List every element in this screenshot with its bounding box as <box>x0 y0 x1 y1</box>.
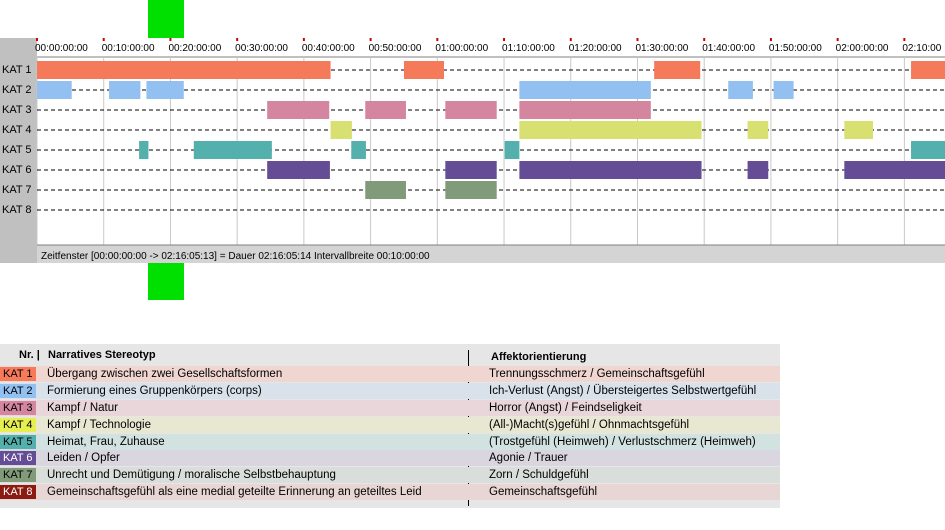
timeline-segment <box>139 141 149 159</box>
legend-swatch: KAT 2 <box>0 384 36 398</box>
timeline-segment <box>109 81 141 99</box>
timeline-segment <box>445 101 497 119</box>
legend-stereotyp: Übergang zwischen zwei Gesellschaftsform… <box>47 368 283 380</box>
row-label: KAT 8 <box>2 204 32 216</box>
legend-header-affekt: Affektorientierung <box>491 351 587 363</box>
legend-stereotyp: Unrecht und Demütigung / moralische Selb… <box>47 469 336 481</box>
timeline-segment <box>267 161 330 179</box>
legend-header-stereotyp: Narratives Stereotyp <box>48 349 156 361</box>
status-text: Zeitfenster [00:00:00:00 -> 02:16:05:13]… <box>41 251 430 262</box>
legend-table: Nr. | Narratives Stereotyp Affektorienti… <box>0 344 780 508</box>
legend-row: KAT 2 Formierung eines Gruppenkörpers (c… <box>0 383 780 399</box>
timeline-segment <box>445 161 497 179</box>
tick-label: 00:40:00:00 <box>302 43 355 54</box>
timeline-segment <box>747 161 769 179</box>
legend-swatch: KAT 5 <box>0 435 36 449</box>
row-label: KAT 7 <box>2 184 32 196</box>
legend-stereotyp: Gemeinschaftsgefühl als eine medial gete… <box>47 486 422 498</box>
timeline-segment <box>747 121 769 139</box>
timeline-segment <box>519 81 651 99</box>
legend-header-nr: Nr. | <box>19 349 40 361</box>
tick-label: 01:10:00:00 <box>502 43 555 54</box>
row-label: KAT 6 <box>2 164 32 176</box>
timeline-segment <box>844 121 874 139</box>
legend-stereotyp: Kampf / Natur <box>47 402 118 414</box>
legend-swatch: KAT 8 <box>0 485 36 499</box>
timeline-segment <box>37 81 72 99</box>
legend-affekt: Horror (Angst) / Feindseligkeit <box>489 402 642 414</box>
tick-label: 02:10:00 <box>902 43 941 54</box>
timeline-segment <box>445 181 497 199</box>
timeline-segment <box>844 161 945 179</box>
timeline-segment <box>504 141 520 159</box>
legend-row: KAT 7 Unrecht und Demütigung / moralisch… <box>0 467 780 483</box>
timeline-segment <box>365 101 406 119</box>
tick-label: 01:20:00:00 <box>569 43 622 54</box>
row-label: KAT 4 <box>2 124 32 136</box>
legend-stereotyp: Kampf / Technologie <box>47 419 151 431</box>
tick-label: 01:00:00:00 <box>435 43 488 54</box>
legend-row: KAT 3 Kampf / Natur Horror (Angst) / Fei… <box>0 400 780 416</box>
timeline-chart: 00:00:00:00 00:10:00:00 00:20:00:00 00:30:0… <box>2 38 945 263</box>
timeline-segment <box>146 81 184 99</box>
legend-stereotyp: Leiden / Opfer <box>47 452 120 464</box>
timeline-segment <box>911 141 945 159</box>
row-label: KAT 3 <box>2 104 32 116</box>
tick-label: 01:40:00:00 <box>702 43 755 54</box>
legend-row: KAT 5 Heimat, Frau, Zuhause (Trostgefühl… <box>0 434 780 450</box>
tick-label: 01:30:00:00 <box>635 43 688 54</box>
legend-affekt: (Trostgefühl (Heimweh) / Verlustschmerz … <box>489 436 756 448</box>
legend-affekt: Gemeinschaftsgefühl <box>489 486 598 498</box>
timeline-segment <box>519 121 702 139</box>
legend-affekt: (All-)Macht(s)gefühl / Ohnmachtsgefühl <box>489 419 690 431</box>
legend-swatch: KAT 7 <box>0 468 36 482</box>
timeline-segment <box>193 141 272 159</box>
tick-label: 00:10:00:00 <box>102 43 155 54</box>
tick-label: 00:00:00:00 <box>35 43 88 54</box>
status-bar <box>37 245 945 263</box>
timeline-segment <box>351 141 366 159</box>
row-label: KAT 5 <box>2 144 32 156</box>
legend-row: KAT 4 Kampf / Technologie (All-)Macht(s)… <box>0 417 780 433</box>
tick-label: 00:30:00:00 <box>235 43 288 54</box>
timeline-segment <box>519 101 651 119</box>
tick-label: 00:20:00:00 <box>168 43 221 54</box>
timeline-segment <box>773 81 794 99</box>
tick-label: 02:00:00:00 <box>836 43 889 54</box>
timeline-segment <box>403 61 444 79</box>
legend-affekt: Trennungsschmerz / Gemeinschaftsgefühl <box>489 368 705 380</box>
green-marker-top[interactable] <box>148 0 184 38</box>
legend-row: KAT 1 Übergang zwischen zwei Gesellschaf… <box>0 366 780 382</box>
timeline-segment <box>267 101 330 119</box>
row-label: KAT 1 <box>2 64 32 76</box>
legend-affekt: Agonie / Trauer <box>489 452 568 464</box>
timeline-segment <box>365 181 406 199</box>
timeline-segment <box>37 61 331 79</box>
legend-swatch: KAT 1 <box>0 367 36 381</box>
plot-area <box>37 57 945 245</box>
row-label: KAT 2 <box>2 84 32 96</box>
legend-row: KAT 8 Gemeinschaftsgefühl als eine media… <box>0 484 780 500</box>
green-marker-bottom[interactable] <box>148 263 184 300</box>
timeline-segment <box>330 121 352 139</box>
tick-label: 00:50:00:00 <box>369 43 422 54</box>
legend-affekt: Ich-Verlust (Angst) / Übersteigertes Sel… <box>489 385 757 397</box>
timeline-segment <box>728 81 753 99</box>
timeline-panel: 00:00:00:00 00:10:00:00 00:20:00:00 00:30:0… <box>0 38 945 263</box>
tick-label: 01:50:00:00 <box>769 43 822 54</box>
legend-swatch: KAT 4 <box>0 418 36 432</box>
time-ruler <box>37 38 945 57</box>
legend-swatch: KAT 3 <box>0 401 36 415</box>
legend-stereotyp: Formierung eines Gruppenkörpers (corps) <box>47 385 262 397</box>
timeline-segment <box>519 161 702 179</box>
timeline-segment <box>911 61 945 79</box>
legend-row: KAT 6 Leiden / Opfer Agonie / Trauer <box>0 450 780 466</box>
timeline-segment <box>654 61 701 79</box>
legend-stereotyp: Heimat, Frau, Zuhause <box>47 436 165 448</box>
legend-swatch: KAT 6 <box>0 451 36 465</box>
legend-affekt: Zorn / Schuldgefühl <box>489 469 589 481</box>
